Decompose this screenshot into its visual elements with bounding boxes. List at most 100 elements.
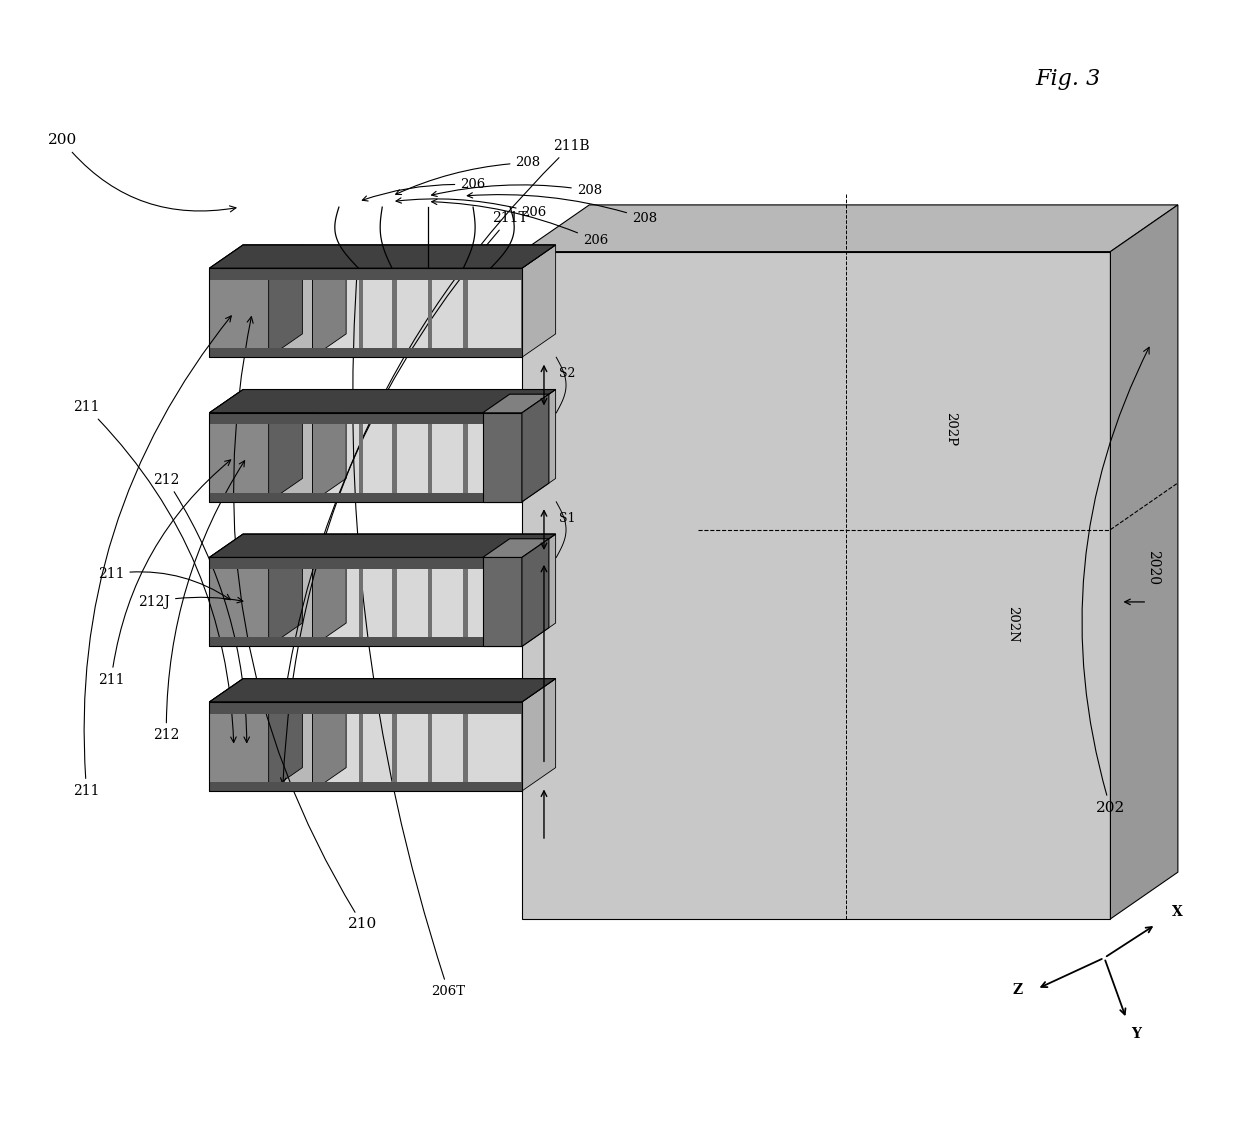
Polygon shape [428,413,433,502]
Polygon shape [210,413,522,425]
Polygon shape [392,557,397,646]
Polygon shape [482,557,522,646]
Polygon shape [269,534,346,557]
Text: 202: 202 [1083,347,1149,815]
Text: 211B: 211B [280,138,589,784]
Polygon shape [312,679,556,701]
Polygon shape [210,701,269,790]
Polygon shape [312,534,556,557]
Polygon shape [210,534,556,557]
Polygon shape [269,557,312,646]
Polygon shape [428,268,433,357]
Text: 202P: 202P [945,412,957,447]
Text: 206: 206 [362,178,486,202]
Polygon shape [269,534,303,646]
Polygon shape [464,701,467,790]
Polygon shape [269,390,346,413]
Text: Fig. 3: Fig. 3 [1035,69,1100,90]
Polygon shape [210,413,269,502]
Polygon shape [522,679,556,790]
Text: 200: 200 [47,133,236,212]
Text: 211: 211 [73,401,237,742]
Text: 208: 208 [467,193,657,225]
Polygon shape [210,534,303,557]
Polygon shape [358,701,363,790]
Text: 208: 208 [396,157,541,195]
Text: S1: S1 [559,512,575,525]
Polygon shape [210,268,522,280]
Polygon shape [269,679,303,790]
Polygon shape [312,557,522,646]
Polygon shape [428,701,433,790]
Polygon shape [210,390,303,413]
Polygon shape [522,205,1178,251]
Polygon shape [392,701,397,790]
Polygon shape [358,557,363,646]
Polygon shape [522,534,556,646]
Polygon shape [269,413,312,502]
Text: X: X [1172,904,1183,919]
Polygon shape [210,245,556,268]
Polygon shape [428,557,433,646]
Polygon shape [358,268,363,357]
Polygon shape [522,390,556,502]
Polygon shape [358,413,363,502]
Polygon shape [210,637,522,646]
Polygon shape [312,413,522,502]
Polygon shape [522,538,549,646]
Polygon shape [312,679,346,790]
Text: 210: 210 [233,316,377,931]
Polygon shape [312,390,556,413]
Text: 206: 206 [432,199,608,247]
Polygon shape [312,245,346,357]
Text: 202N: 202N [1006,606,1019,643]
Polygon shape [210,245,303,268]
Polygon shape [210,781,522,790]
Polygon shape [210,679,303,701]
Polygon shape [269,268,312,357]
Polygon shape [269,390,303,502]
Polygon shape [210,701,522,714]
Text: 2020: 2020 [1146,551,1161,586]
Text: 206T: 206T [352,256,465,998]
Text: 211T: 211T [281,212,527,704]
Text: 211: 211 [73,316,231,798]
Polygon shape [312,701,522,790]
Polygon shape [522,251,1111,919]
Polygon shape [392,268,397,357]
Polygon shape [210,679,556,701]
Polygon shape [210,348,522,357]
Text: 212J: 212J [138,595,243,609]
Polygon shape [269,701,312,790]
Polygon shape [210,557,522,569]
Polygon shape [464,268,467,357]
Polygon shape [464,413,467,502]
Polygon shape [312,245,556,268]
Polygon shape [312,534,346,646]
Polygon shape [482,394,549,413]
Polygon shape [210,268,269,357]
Text: Y: Y [1131,1027,1141,1040]
Polygon shape [312,268,522,357]
Polygon shape [210,492,522,502]
Polygon shape [312,390,346,502]
Polygon shape [464,557,467,646]
Text: 212: 212 [154,473,249,742]
Text: 212: 212 [154,461,244,742]
Polygon shape [269,245,303,357]
Polygon shape [269,679,346,701]
Text: 206: 206 [396,198,547,220]
Polygon shape [210,557,269,646]
Text: 211: 211 [98,459,231,687]
Text: 211: 211 [98,568,231,600]
Polygon shape [522,394,549,502]
Polygon shape [269,245,346,268]
Polygon shape [482,538,549,557]
Text: Z: Z [1012,983,1023,998]
Polygon shape [392,413,397,502]
Polygon shape [482,413,522,502]
Polygon shape [1111,205,1178,919]
Text: S2: S2 [559,367,575,381]
Text: 208: 208 [432,184,601,197]
Polygon shape [522,245,556,357]
